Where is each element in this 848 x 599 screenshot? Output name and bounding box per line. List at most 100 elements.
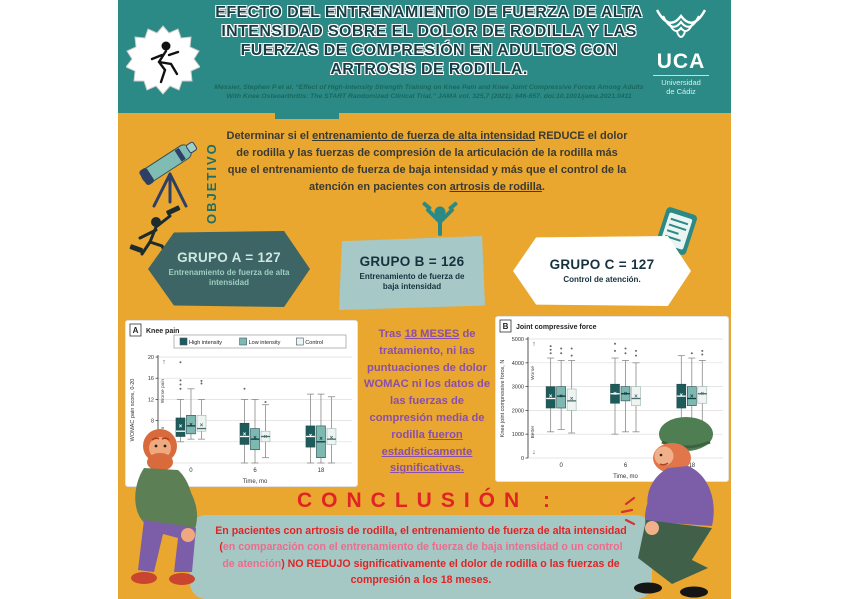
starburst-runner-icon <box>125 25 201 95</box>
telescope-icon <box>124 122 216 210</box>
conclusion-heading: CONCLUSIÓN : <box>297 489 559 512</box>
svg-text:6: 6 <box>253 468 257 474</box>
svg-text:×: × <box>570 397 574 403</box>
svg-text:3000: 3000 <box>512 385 524 391</box>
text-segment: artrosis de rodilla <box>449 181 542 194</box>
svg-text:0: 0 <box>559 463 563 469</box>
uca-org-name: Universidad de Cádiz <box>635 78 727 97</box>
uca-org-line1: Universidad <box>661 78 701 87</box>
svg-text:1000: 1000 <box>512 432 524 438</box>
group-a-title: GRUPO A = 127 <box>177 249 281 265</box>
text-segment: en comparación con el entrenamiento de f… <box>222 541 623 570</box>
svg-text:0: 0 <box>189 468 193 474</box>
man-knee-pain-illustration <box>118 420 240 599</box>
uca-divider <box>653 75 709 76</box>
svg-text:A: A <box>133 326 139 335</box>
svg-text:Worse: Worse <box>530 366 536 380</box>
svg-text:Joint compressive force: Joint compressive force <box>516 324 597 331</box>
text-segment: Determinar si el <box>226 130 313 142</box>
results-note: Tras 18 MESES de tratamiento, ni las pun… <box>362 326 492 477</box>
svg-text:×: × <box>179 424 183 430</box>
svg-text:Control: Control <box>305 340 323 346</box>
poster-header: EFECTO DEL ENTRENAMIENTO DE FUERZA DE AL… <box>118 0 731 113</box>
svg-text:Time, mo: Time, mo <box>613 474 638 480</box>
text-segment: . <box>541 181 545 194</box>
weightlifter-dark-icon <box>126 204 182 264</box>
group-a-card: GRUPO A = 127 Entrenamiento de fuerza de… <box>148 231 310 307</box>
svg-text:×: × <box>253 436 257 442</box>
citation-text: Messier, Stephen P et al. “Effect of Hig… <box>214 83 644 101</box>
group-b-subtitle: Entrenamiento de fuerza de baja intensid… <box>359 271 465 291</box>
svg-text:×: × <box>701 392 705 398</box>
page-margin-right <box>731 0 848 599</box>
poster-title: EFECTO DEL ENTRENAMIENTO DE FUERZA DE AL… <box>215 4 643 78</box>
runner-club-badge <box>125 24 201 98</box>
svg-text:20: 20 <box>148 355 154 361</box>
group-a-subtitle: Entrenamiento de fuerza de alta intensid… <box>168 267 290 287</box>
svg-text:×: × <box>613 392 617 398</box>
svg-text:Low intensity: Low intensity <box>249 340 281 346</box>
svg-text:18: 18 <box>318 468 325 474</box>
text-segment: ) NO REDUJO significativamente el dolor … <box>281 557 620 587</box>
svg-text:6: 6 <box>624 463 628 469</box>
svg-text:B: B <box>503 322 509 331</box>
svg-text:×: × <box>319 437 323 443</box>
uca-bird-mark-icon <box>655 9 707 38</box>
text-segment: de tratamiento, ni las puntuaciones de d… <box>363 328 491 441</box>
svg-text:8: 8 <box>151 419 154 425</box>
dumbbell-person-icon <box>418 200 462 244</box>
woman-knee-pain-illustration <box>612 408 731 599</box>
text-segment: En pacientes con artrosis de rodilla, el… <box>215 525 627 554</box>
svg-text:↑: ↑ <box>162 359 166 366</box>
text-segment: Tras <box>378 328 405 340</box>
uca-org-line2: de Cádiz <box>666 87 696 97</box>
svg-text:WOMAC pain score, 0-20: WOMAC pain score, 0-20 <box>130 379 136 442</box>
poster: EFECTO DEL ENTRENAMIENTO DE FUERZA DE AL… <box>118 0 731 599</box>
group-c-card: GRUPO C = 127 Control de atención. <box>513 236 691 306</box>
compressive-force-boxplot-chart: × × × × 0 × 6 × 18 × × × 0 1000 2000 3000 4000 5000 Knee j… <box>495 316 729 482</box>
svg-text:High intensity: High intensity <box>189 340 222 346</box>
svg-text:×: × <box>549 394 553 400</box>
svg-text:Time, mo: Time, mo <box>243 479 268 485</box>
svg-text:5000: 5000 <box>512 337 524 343</box>
svg-text:×: × <box>634 394 638 400</box>
svg-text:Knee joint compressive force,: Knee joint compressive force, N <box>500 360 506 438</box>
objective-paragraph: Determinar si el entrenamiento de fuerza… <box>226 128 628 196</box>
group-b-title: GRUPO B = 126 <box>359 253 465 269</box>
svg-text:↑: ↑ <box>532 341 536 348</box>
svg-text:12: 12 <box>148 397 154 403</box>
text-segment: entrenamiento de fuerza de alta intensid… <box>312 130 536 142</box>
svg-text:×: × <box>624 392 628 398</box>
svg-text:0: 0 <box>521 456 524 462</box>
page-margin-left <box>0 0 118 599</box>
conclusion-box: En pacientes con artrosis de rodilla, el… <box>190 515 652 599</box>
svg-text:×: × <box>559 394 563 400</box>
svg-text:×: × <box>189 422 193 428</box>
uca-acronym: UCA <box>656 50 706 73</box>
svg-text:16: 16 <box>148 376 154 382</box>
header-fold-decoration <box>275 113 339 119</box>
text-segment: fueron estadísticamente significativas. <box>381 428 473 475</box>
uca-logo: UCA Universidad de Cádiz <box>635 6 727 110</box>
svg-text:×: × <box>264 435 268 441</box>
title-block: EFECTO DEL ENTRENAMIENTO DE FUERZA DE AL… <box>210 4 648 102</box>
text-segment: 18 MESES <box>404 328 460 340</box>
svg-text:Knee pain: Knee pain <box>146 328 179 335</box>
svg-text:Worse pain: Worse pain <box>160 379 166 404</box>
svg-text:2000: 2000 <box>512 408 524 414</box>
svg-text:×: × <box>200 423 204 429</box>
svg-text:×: × <box>690 394 694 400</box>
text-segment: REDUCE el dolor de rodilla y las fuerzas… <box>227 130 628 194</box>
svg-text:4000: 4000 <box>512 361 524 367</box>
group-c-title: GRUPO C = 127 <box>549 256 655 272</box>
svg-text:Better: Better <box>530 425 536 438</box>
group-c-subtitle: Control de atención. <box>563 274 641 284</box>
svg-text:×: × <box>330 436 334 442</box>
svg-text:↓: ↓ <box>532 449 536 456</box>
svg-text:18: 18 <box>688 463 695 469</box>
svg-text:×: × <box>680 393 684 399</box>
svg-text:×: × <box>309 433 313 439</box>
svg-text:×: × <box>243 432 247 438</box>
group-b-card: GRUPO B = 126 Entrenamiento de fuerza de… <box>339 236 485 310</box>
